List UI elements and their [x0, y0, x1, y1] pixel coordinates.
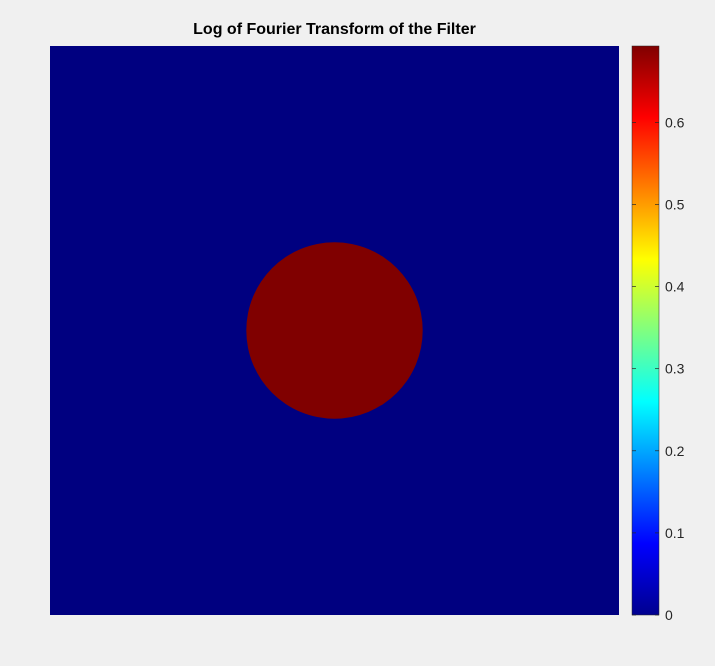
- colorbar-tick-label: 0: [665, 607, 673, 623]
- colorbar-tick-label: 0.1: [665, 525, 685, 541]
- colorbar-tick-label: 0.6: [665, 114, 685, 130]
- colorbar-gradient: [631, 45, 660, 616]
- filter-disk: [246, 242, 423, 419]
- colorbar: 0 0.1 0.2 0.3 0.4 0.5 0.6: [631, 45, 685, 623]
- colorbar-tick-label: 0.4: [665, 279, 685, 295]
- colorbar-tick-label: 0.3: [665, 361, 685, 377]
- colorbar-tick-label: 0.2: [665, 443, 685, 459]
- image-area: [50, 46, 619, 615]
- colorbar-tick-label: 0.5: [665, 196, 685, 212]
- chart-title: Log of Fourier Transform of the Filter: [193, 21, 476, 38]
